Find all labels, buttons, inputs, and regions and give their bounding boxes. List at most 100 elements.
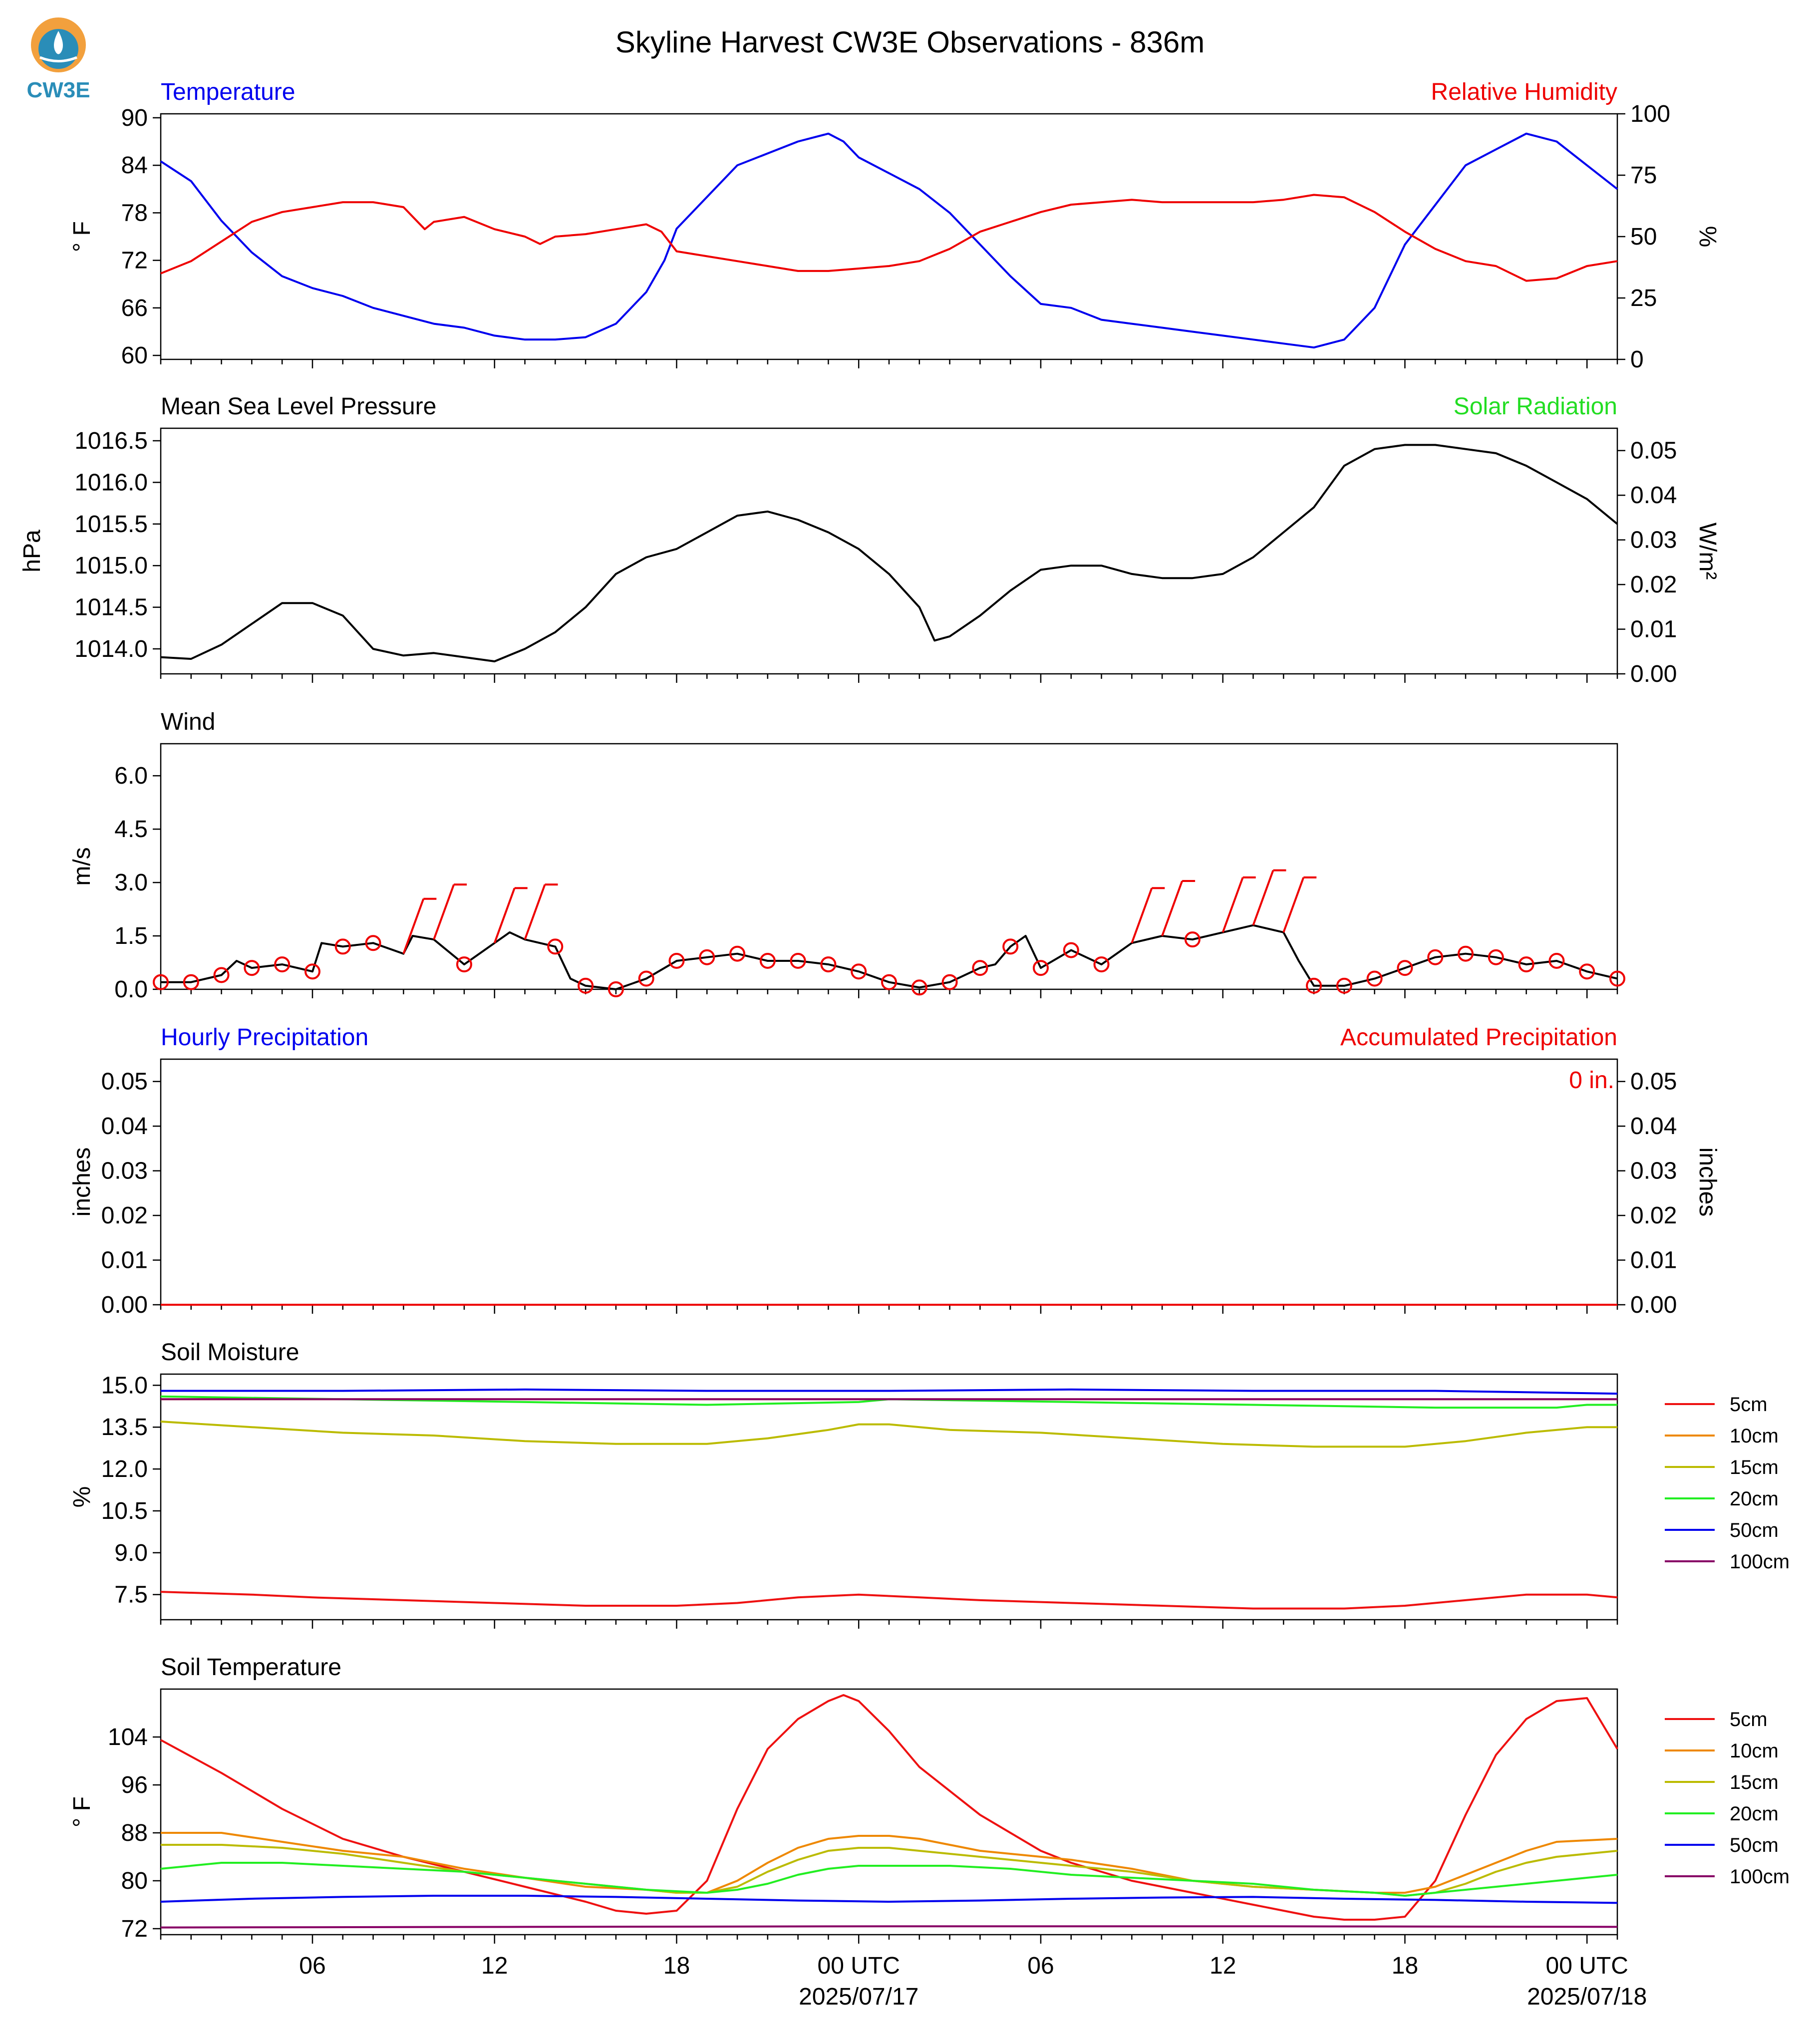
y-tick-label-left: 9.0 [114,1540,148,1566]
wind-barb-staff [1221,877,1244,933]
y-axis-label-left: hPa [19,530,45,573]
x-tick-label: 12 [481,1953,508,1979]
logo-wave-icon [39,56,77,62]
y-tick-label-left: 4.5 [114,816,148,843]
wind-calm-marker [790,952,806,969]
y-tick-label-left: 0.04 [101,1113,148,1140]
wind-calm-marker [1093,956,1110,973]
wind-calm-marker [1366,970,1383,987]
y-tick-label-left: 0.05 [101,1069,148,1095]
wind-calm-marker [820,956,837,973]
panels: Temperature Relative Humidity 60 66 72 78 84 90… [19,79,1790,2010]
series-line-100cm [160,1925,1618,1929]
wind-calm-marker [972,960,988,976]
y-tick-label-right: 0.03 [1630,1158,1677,1184]
logo-text: CW3E [26,78,90,102]
x-date-label: 2025/07/17 [799,1984,918,2010]
wind-calm-marker [1306,977,1322,994]
wind-calm-marker [911,979,927,996]
y-axis-label-left: ° F [69,1796,95,1827]
y-tick-label-right: 0.00 [1630,661,1677,687]
panel-temp_rh: Temperature Relative Humidity 60 66 72 78 84 90… [69,79,1721,373]
wind-calm-marker [1427,949,1444,965]
wind-calm-marker [1397,960,1413,976]
y-tick-label-left: 0.01 [101,1247,148,1274]
series-line-50cm [160,1895,1618,1904]
y-tick-label-left: 0.00 [101,1292,148,1318]
series-line-wind [161,924,1618,990]
y-tick-label-left: 88 [121,1820,148,1846]
y-axis-label-left: inches [69,1148,95,1217]
panel-title-right: Accumulated Precipitation [1340,1024,1617,1051]
panel-pressure_solar: Mean Sea Level Pressure Solar Radiation 10… [19,393,1721,687]
accumulated-total-label: 0 in. [1569,1067,1614,1094]
wind-barb-staff [524,884,546,940]
x-date-label: 2025/07/18 [1527,1984,1647,2010]
series-line-20cm [160,1862,1618,1897]
y-tick-label-left: 60 [121,342,148,369]
y-tick-label-left: 0.02 [101,1202,148,1229]
wind-calm-marker [1002,938,1019,955]
x-tick-label: 12 [1210,1953,1236,1979]
series-line-15cm [160,1421,1617,1448]
y-tick-label-right: 0.03 [1630,527,1677,554]
y-tick-label-right: 75 [1630,162,1657,189]
wind-calm-marker [1184,931,1201,948]
y-tick-label-right: 0.01 [1630,1247,1677,1274]
y-tick-label-left: 0.03 [101,1158,148,1184]
wind-calm-marker [1609,970,1625,987]
wind-calm-marker [1032,960,1049,976]
x-tick-label: 18 [1392,1953,1418,1979]
wind-calm-marker [851,963,867,980]
y-tick-label-right: 0 [1630,346,1644,373]
y-tick-label-right: 0.05 [1630,438,1677,464]
panel-title-left: Soil Moisture [161,1339,299,1366]
y-tick-label-left: 90 [121,105,148,131]
panel-title-left: Temperature [161,79,295,105]
series-line-50cm [161,1388,1618,1395]
series-line-temperature [160,132,1618,349]
legend-label: 5cm [1730,1394,1768,1416]
legend-label: 10cm [1730,1740,1779,1762]
panel-precip: Hourly Precipitation Accumulated Precipit… [69,1024,1721,1318]
y-tick-label-right: 25 [1630,285,1657,311]
y-tick-label-left: 72 [121,248,148,274]
wind-calm-marker [1548,952,1565,969]
wind-calm-marker [244,960,260,976]
wind-calm-marker [607,981,624,997]
legend-label: 15cm [1730,1771,1779,1793]
wind-calm-marker [729,945,746,962]
y-tick-label-left: 84 [121,152,148,179]
y-tick-label-left: 78 [121,200,148,226]
panel-title-left: Soil Temperature [161,1654,341,1681]
wind-calm-marker [699,949,715,965]
wind-calm-marker [1579,963,1595,980]
y-axis-label-right: W/m² [1694,523,1721,580]
series-line-10cm [161,1832,1618,1894]
panel-title-left: Wind [161,709,215,735]
y-tick-label-left: 3.0 [114,869,148,896]
series-line-20cm [160,1395,1617,1409]
y-tick-label-right: 0.01 [1630,616,1677,643]
panel-title-left: Mean Sea Level Pressure [161,393,436,420]
wind-barb-staff [1131,887,1153,943]
wind-calm-marker [213,967,230,983]
wind-calm-marker [365,935,381,951]
y-tick-label-right: 0.04 [1630,1113,1677,1140]
legend-label: 100cm [1730,1866,1790,1888]
y-axis-label-left: m/s [69,847,95,885]
y-tick-label-left: 96 [121,1772,148,1798]
wind-calm-marker [1336,977,1352,994]
legend-label: 50cm [1730,1519,1779,1541]
y-tick-label-left: 12.0 [101,1456,148,1482]
wind-barb-staff [433,884,455,940]
y-tick-label-left: 104 [108,1724,148,1750]
wind-barb-staff [1252,869,1274,926]
y-axis-label-left: % [69,1486,95,1508]
panel-title-left: Hourly Precipitation [161,1024,368,1051]
series-line-relative-humidity [160,194,1618,282]
legend-label: 20cm [1730,1803,1779,1825]
